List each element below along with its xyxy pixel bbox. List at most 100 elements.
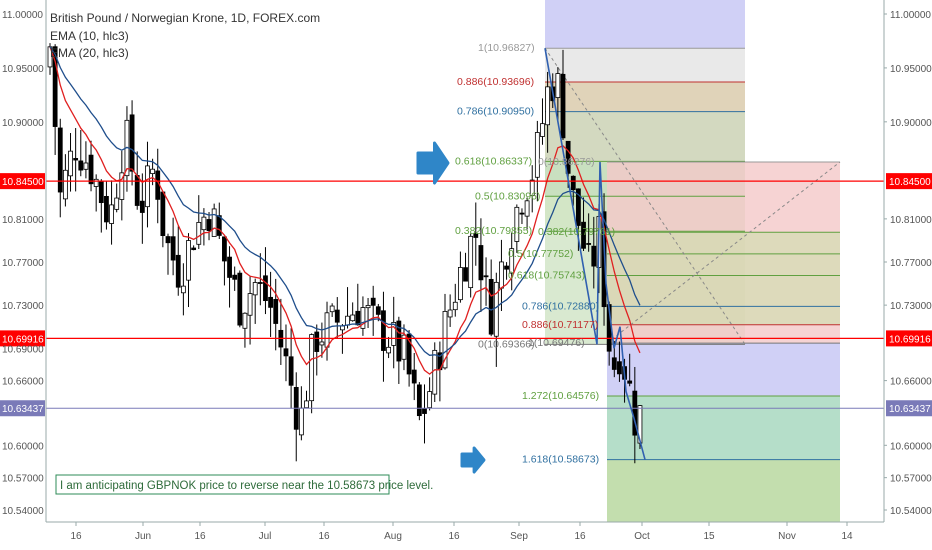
fib-label-left: 0.5(10.83096): [475, 190, 540, 202]
candle-body: [109, 204, 114, 224]
candle-body: [519, 212, 525, 215]
fib-label-right: 1(10.69476): [528, 337, 585, 349]
left-price-label: 10.54000: [2, 506, 44, 517]
candle-body: [93, 178, 99, 187]
candle-body: [334, 309, 340, 323]
candle-body: [119, 172, 125, 200]
left-price-badge: [0, 173, 45, 190]
time-label: Jul: [259, 531, 272, 542]
left-price-label: 10.77000: [2, 258, 44, 269]
fib-zone-blue-lower: [607, 343, 840, 396]
fib-label-left: 0.886(10.93696): [457, 76, 534, 88]
candle-body: [201, 216, 207, 231]
candle-body: [581, 221, 586, 249]
candle-body: [304, 400, 309, 409]
right-price-label: 10.60000: [890, 441, 932, 452]
time-label: 15: [703, 531, 715, 542]
overlay-drawings: 1(10.96827) 0.886(10.93696) 0.786(10.90950…: [46, 42, 884, 474]
candle-body: [586, 243, 592, 245]
candle-body: [514, 206, 520, 242]
left-price-label: 10.69916: [2, 334, 44, 345]
right-price-badge: [886, 330, 932, 347]
candle-body: [247, 293, 253, 316]
time-label: 16: [318, 531, 330, 542]
candle-body: [134, 175, 140, 206]
candle-body: [88, 154, 94, 185]
left-price-label: 10.66000: [2, 377, 44, 388]
candle-body: [422, 408, 427, 414]
candle-body: [406, 333, 412, 375]
time-label: Jun: [135, 531, 151, 542]
fib-label-left: 1(10.96827): [478, 42, 535, 54]
right-price-label: 10.54000: [890, 506, 932, 517]
left-price-label: 10.60000: [2, 441, 44, 452]
candle-body: [473, 233, 479, 238]
candle-body: [298, 407, 304, 436]
candle-body: [355, 310, 361, 326]
candle-body: [350, 314, 356, 322]
fib-zone-left: [545, 81, 745, 112]
chart-title: British Pound / Norwegian Krone, 1D, FOR…: [50, 11, 320, 25]
fib-zone-below-target: [607, 459, 840, 522]
left-price-label: 10.73000: [2, 301, 44, 312]
candle-body: [257, 282, 263, 284]
projection-zigzag: [544, 48, 646, 460]
candle-body: [509, 248, 515, 274]
right-price-label: 10.63437: [889, 404, 931, 415]
indicator-ema20-label: EMA (20, hlc3): [50, 46, 129, 60]
candle-body: [206, 219, 212, 232]
candle-body: [427, 391, 433, 409]
fib-label-left: 0(10.69366): [478, 338, 535, 350]
candle-body: [227, 256, 232, 278]
fib-label-right: 0.786(10.72880): [522, 300, 599, 312]
candle-body: [309, 334, 315, 402]
fib-zone-top-blue: [545, 0, 745, 49]
left-price-label: 10.81000: [2, 215, 44, 226]
candle-body: [129, 114, 135, 172]
candle-body: [545, 86, 551, 126]
fib-label-right: 0(10.86276): [538, 156, 595, 168]
candle-body: [211, 208, 217, 237]
candle-body: [340, 325, 345, 331]
candle-body: [232, 274, 238, 280]
right-price-badge: [886, 173, 932, 190]
fib-label-left: 0.786(10.90950): [457, 106, 534, 118]
candle-body: [457, 267, 463, 301]
indicator-ema10-label: EMA (10, hlc3): [50, 29, 129, 43]
candle-body: [263, 275, 268, 302]
fib-label-right: 0.5(10.77752): [508, 248, 573, 260]
candle-body: [565, 140, 571, 174]
left-price-label: 10.90000: [2, 118, 44, 129]
left-price-label: 10.69000: [2, 344, 44, 355]
time-label: Oct: [634, 531, 650, 542]
time-label: 16: [574, 531, 586, 542]
candle-body: [401, 334, 407, 360]
candle-body: [160, 191, 166, 237]
candle-body: [360, 307, 366, 329]
candles: [47, 43, 643, 464]
time-label: 16: [448, 531, 460, 542]
candle-body: [540, 123, 545, 137]
candle-body: [442, 311, 448, 369]
left-price-badge: [0, 330, 45, 347]
candle-body: [504, 265, 509, 270]
candle-body: [452, 301, 458, 311]
candle-body: [575, 188, 581, 226]
candle-body: [78, 160, 84, 171]
time-label: Sep: [510, 531, 528, 542]
candle-body: [381, 310, 386, 351]
candle-body: [145, 165, 150, 208]
fib-label-right: 0.382(10.79761): [538, 226, 615, 238]
fib-label-right: 0.886(10.71177): [522, 319, 598, 331]
candle-body: [591, 245, 597, 267]
right-price-badge: [886, 400, 932, 417]
candle-body: [268, 296, 273, 308]
candle-body: [365, 305, 371, 309]
fib-label-right: 0.618(10.75743): [508, 270, 585, 282]
right-price-label: 10.73000: [890, 301, 932, 312]
left-price-label: 10.63437: [2, 404, 44, 415]
candle-body: [324, 312, 330, 348]
candle-body: [170, 236, 176, 261]
